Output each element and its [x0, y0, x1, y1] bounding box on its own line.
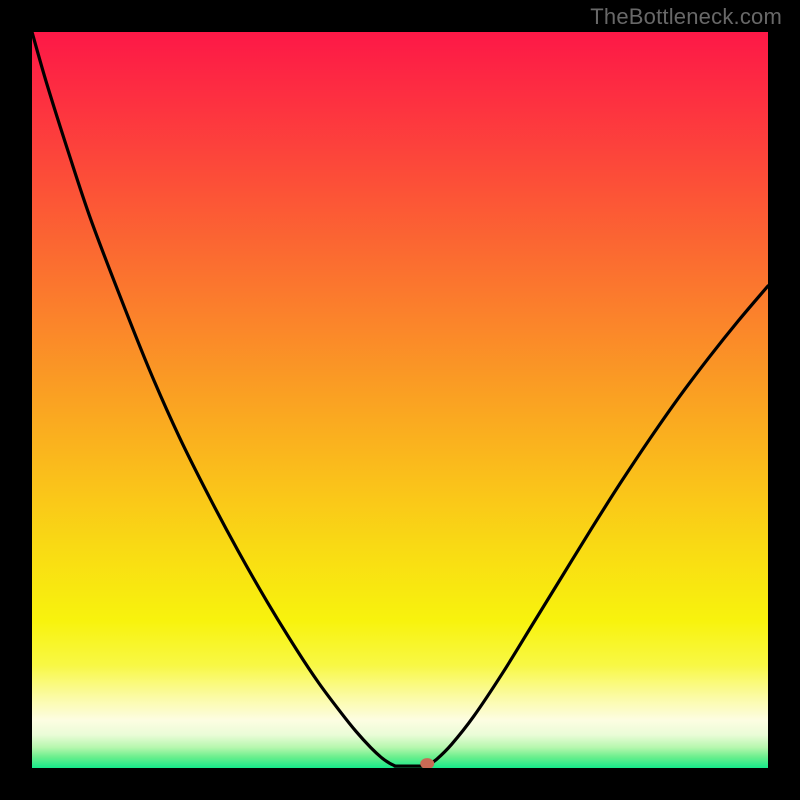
bottleneck-chart [0, 0, 800, 800]
minimum-marker [420, 758, 434, 769]
plot-background-gradient [32, 32, 768, 768]
chart-container: { "watermark_text": "TheBottleneck.com",… [0, 0, 800, 800]
watermark-text: TheBottleneck.com [590, 4, 782, 30]
